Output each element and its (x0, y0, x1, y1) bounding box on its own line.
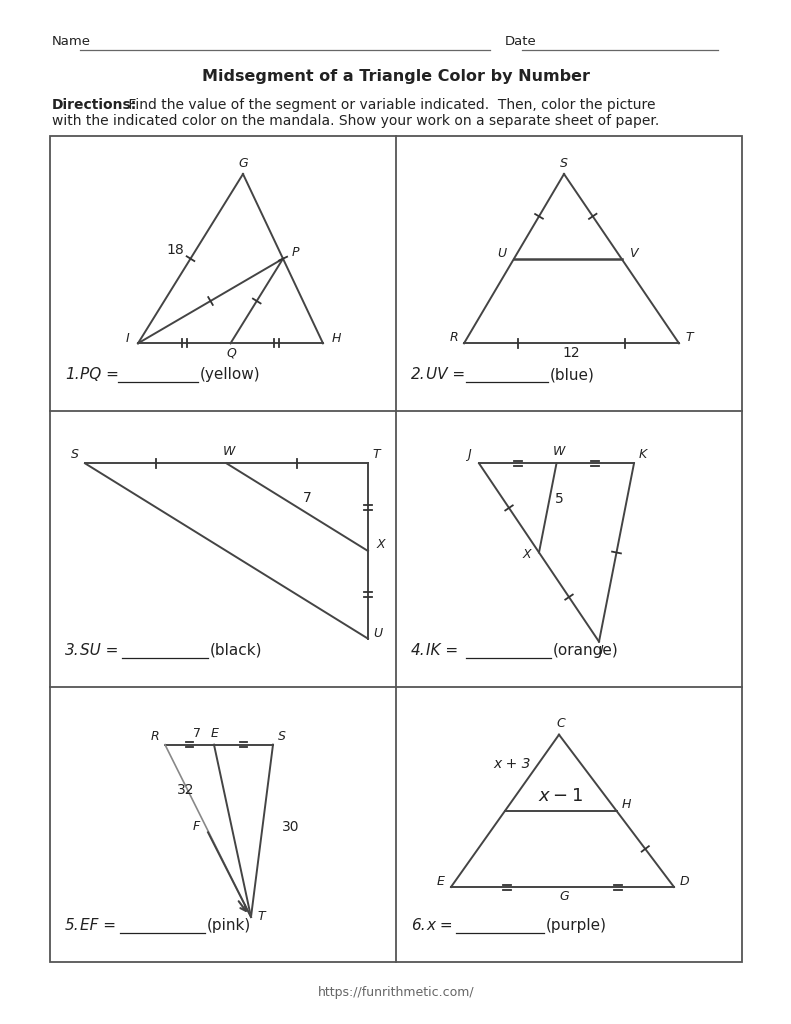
Text: (blue): (blue) (550, 368, 595, 382)
Text: PQ =: PQ = (80, 368, 119, 382)
Text: G: G (560, 890, 570, 903)
Text: Midsegment of a Triangle Color by Number: Midsegment of a Triangle Color by Number (202, 69, 590, 84)
Text: 7: 7 (194, 727, 202, 739)
Text: IK =: IK = (426, 643, 458, 657)
Text: I: I (600, 644, 604, 656)
Text: W: W (222, 445, 235, 459)
Text: U: U (498, 247, 506, 260)
Text: UV =: UV = (426, 368, 465, 382)
Text: V: V (630, 247, 638, 260)
Text: 5: 5 (555, 492, 564, 506)
Text: U: U (373, 627, 383, 640)
Text: (yellow): (yellow) (200, 368, 260, 382)
Text: x =: x = (426, 918, 452, 933)
Text: E: E (211, 727, 219, 739)
Text: D: D (679, 874, 689, 888)
Text: 4.: 4. (411, 643, 426, 657)
Text: T: T (373, 449, 380, 462)
Text: 5.: 5. (65, 918, 80, 933)
Text: W: W (552, 445, 565, 459)
Text: (black): (black) (210, 643, 263, 657)
Text: R: R (151, 730, 159, 742)
Text: P: P (292, 246, 300, 259)
Text: 32: 32 (177, 782, 195, 797)
Text: 6.: 6. (411, 918, 426, 933)
Text: (orange): (orange) (553, 643, 619, 657)
Text: Find the value of the segment or variable indicated.  Then, color the picture: Find the value of the segment or variabl… (124, 98, 656, 112)
Text: S: S (71, 449, 79, 462)
Text: 18: 18 (167, 243, 184, 257)
Text: Q: Q (226, 346, 237, 359)
Text: (purple): (purple) (546, 918, 607, 933)
Text: X: X (377, 538, 386, 551)
Text: (pink): (pink) (207, 918, 252, 933)
Text: X: X (523, 548, 532, 560)
Text: Date: Date (505, 35, 537, 48)
Text: EF =: EF = (80, 918, 116, 933)
Text: Name: Name (52, 35, 91, 48)
Text: S: S (278, 730, 286, 742)
Text: 1.: 1. (65, 368, 80, 382)
Text: G: G (238, 157, 248, 170)
Text: E: E (437, 874, 445, 888)
Text: K: K (639, 449, 647, 462)
Text: 30: 30 (282, 820, 300, 834)
Text: T: T (257, 910, 265, 923)
Text: J: J (467, 449, 471, 462)
Text: with the indicated color on the mandala. Show your work on a separate sheet of p: with the indicated color on the mandala.… (52, 114, 659, 128)
Text: 12: 12 (562, 346, 581, 360)
Text: C: C (557, 717, 566, 730)
Text: S: S (560, 157, 568, 170)
Text: R: R (450, 332, 458, 344)
Text: 2.: 2. (411, 368, 426, 382)
Text: Directions:: Directions: (52, 98, 138, 112)
Text: H: H (622, 798, 631, 811)
Text: SU =: SU = (80, 643, 119, 657)
Text: 7: 7 (303, 492, 312, 505)
Text: https://funrithmetic.com/: https://funrithmetic.com/ (318, 986, 475, 999)
Text: x + 3: x + 3 (494, 757, 531, 771)
Text: $x-1$: $x-1$ (538, 786, 583, 805)
Text: 3.: 3. (65, 643, 80, 657)
Text: F: F (192, 820, 199, 834)
Text: H: H (332, 333, 342, 345)
Text: T: T (685, 332, 693, 344)
Text: I: I (125, 333, 129, 345)
